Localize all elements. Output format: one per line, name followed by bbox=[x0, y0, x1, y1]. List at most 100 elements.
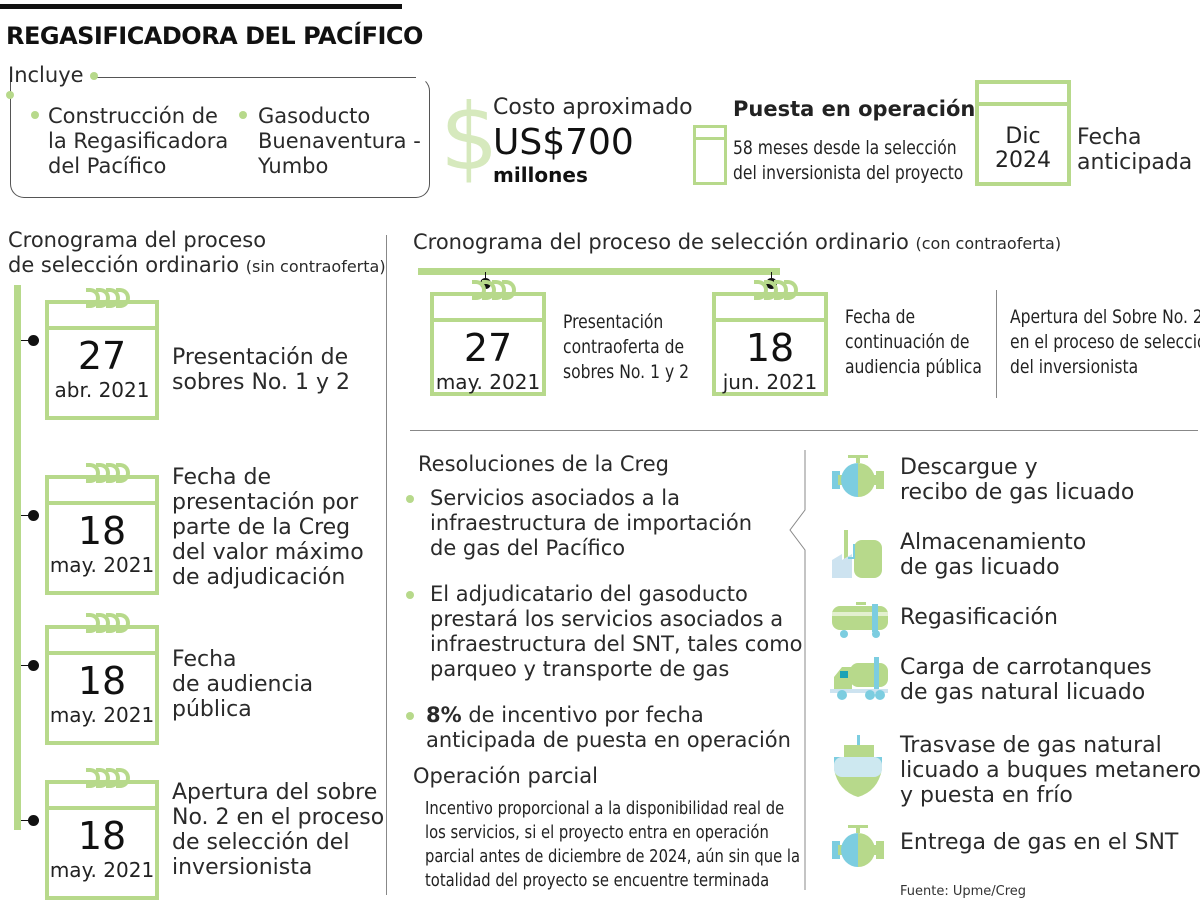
partial-text: Incentivo proporcional a la disponibilid… bbox=[425, 797, 800, 893]
bullet bbox=[31, 111, 39, 119]
month: may. 2021 bbox=[435, 370, 541, 394]
bullet bbox=[90, 72, 98, 80]
stem bbox=[21, 665, 33, 666]
line: licuado a buques metaneros bbox=[900, 758, 1200, 783]
bullet bbox=[239, 111, 247, 119]
line: parte de la Creg bbox=[172, 515, 351, 540]
line: del inversionista bbox=[1010, 356, 1139, 378]
line: Carga de carrotanques bbox=[900, 655, 1152, 680]
stem bbox=[771, 272, 772, 282]
month: may. 2021 bbox=[49, 858, 155, 882]
note: (con contraoferta) bbox=[915, 234, 1062, 253]
day: 18 bbox=[77, 814, 127, 858]
dollar-icon: $ bbox=[440, 84, 499, 191]
line: Fecha bbox=[1077, 125, 1142, 150]
line: infraestructura del SNT, tales como bbox=[430, 632, 803, 656]
top-rule bbox=[0, 4, 402, 9]
calendar: 18 may. 2021 bbox=[45, 768, 159, 900]
bullet bbox=[406, 591, 414, 599]
event-text: Presentación de sobres No. 1 y 2 bbox=[172, 345, 350, 395]
includes-item: Gasoducto Buenaventura - Yumbo bbox=[258, 104, 421, 179]
event-text: Apertura del sobre No. 2 en el proceso de … bbox=[172, 780, 384, 880]
spiral-icon bbox=[86, 288, 130, 308]
right-heading: Cronograma del proceso de selección ordi… bbox=[413, 230, 1061, 256]
year: 2024 bbox=[995, 148, 1051, 173]
line: la Regasificadora bbox=[48, 129, 229, 153]
event-text: Fecha de audiencia pública bbox=[172, 647, 313, 722]
service-text: Entrega de gas en el SNT bbox=[900, 830, 1178, 855]
heading: Cronograma del proceso de selección ordi… bbox=[413, 230, 909, 254]
valve-icon bbox=[830, 455, 886, 503]
month: abr. 2021 bbox=[54, 378, 150, 402]
resolution-item: Servicios asociados a la infraestructura … bbox=[430, 486, 752, 561]
line: audiencia pública bbox=[845, 356, 982, 378]
incentive-item: 8% de incentivo por fecha anticipada de p… bbox=[426, 703, 791, 753]
operation-title: Puesta en operación bbox=[733, 97, 976, 121]
line: Construcción de bbox=[48, 104, 218, 128]
bullet bbox=[6, 91, 14, 99]
line: 58 meses desde la selección bbox=[733, 137, 957, 159]
section-rule bbox=[410, 430, 1198, 431]
line: Buenaventura - bbox=[258, 129, 421, 153]
cost-unit: millones bbox=[493, 163, 588, 187]
line: continuación de bbox=[845, 331, 970, 353]
page-title: REGASIFICADORA DEL PACÍFICO bbox=[6, 22, 423, 50]
line: en el proceso de selección bbox=[1010, 331, 1200, 353]
service-text: Almacenamiento de gas licuado bbox=[900, 530, 1086, 580]
note: (sin contraoferta) bbox=[245, 257, 386, 276]
line: Incentivo proporcional a la disponibilid… bbox=[425, 798, 785, 819]
includes-item: Construcción de la Regasificadora del Pací… bbox=[48, 104, 228, 179]
line: Yumbo bbox=[258, 154, 329, 178]
spiral-icon bbox=[754, 280, 798, 300]
line: parqueo y transporte de gas bbox=[430, 657, 730, 681]
line: Fecha de bbox=[845, 306, 916, 328]
calendar: 27 may. 2021 bbox=[430, 280, 546, 396]
tanker-truck-icon bbox=[830, 655, 890, 705]
stem bbox=[21, 340, 33, 341]
event-text: Fecha de presentación por parte de la Creg… bbox=[172, 465, 364, 590]
bullet bbox=[406, 712, 414, 720]
line: Fecha de bbox=[172, 465, 271, 490]
storage-plant-icon bbox=[830, 530, 886, 582]
line: de selección ordinario bbox=[8, 253, 240, 277]
timeline-bar bbox=[14, 285, 21, 830]
line: El adjudicatario del gasoducto bbox=[430, 582, 748, 606]
service-text: Carga de carrotanques de gas natural licu… bbox=[900, 655, 1152, 705]
stem bbox=[21, 820, 33, 821]
calendar: 18 may. 2021 bbox=[45, 463, 159, 595]
divider bbox=[996, 290, 997, 398]
month: may. 2021 bbox=[49, 703, 155, 727]
line: presentación por bbox=[172, 490, 359, 515]
line: los servicios, si el proyecto entra en o… bbox=[425, 822, 769, 843]
calendar-icon bbox=[693, 125, 727, 185]
line: Regasificación bbox=[900, 605, 1058, 630]
day: 18 bbox=[745, 326, 795, 370]
calendar-dic-2024: Dic 2024 bbox=[975, 80, 1071, 186]
line: Almacenamiento bbox=[900, 530, 1087, 555]
calendar: 18 jun. 2021 bbox=[712, 280, 828, 396]
line: contraoferta de bbox=[563, 336, 685, 358]
line: infraestructura de importación bbox=[430, 511, 753, 535]
line: anticipada de puesta en operación bbox=[426, 728, 791, 752]
calendar: 18 may. 2021 bbox=[45, 613, 159, 745]
line: Presentación de bbox=[172, 345, 349, 370]
spiral-icon bbox=[86, 768, 130, 788]
line: de audiencia bbox=[172, 672, 314, 697]
day: 27 bbox=[463, 326, 513, 370]
line: sobres No. 1 y 2 bbox=[172, 370, 350, 395]
includes-box bbox=[10, 77, 430, 198]
line: inversionista bbox=[172, 855, 313, 880]
spiral-icon bbox=[472, 280, 516, 300]
line: Apertura del sobre bbox=[172, 780, 378, 805]
calendar: 27 abr. 2021 bbox=[45, 288, 159, 420]
line: del valor máximo bbox=[172, 540, 364, 565]
month: may. 2021 bbox=[49, 553, 155, 577]
line: de incentivo por fecha bbox=[461, 703, 704, 727]
day: 27 bbox=[77, 334, 127, 378]
extra-event-text: Apertura del Sobre No. 2 en el proceso de… bbox=[1010, 305, 1200, 380]
day: 18 bbox=[77, 509, 127, 553]
line: Gasoducto bbox=[258, 104, 371, 128]
month: Dic bbox=[1005, 124, 1041, 149]
partial-heading: Operación parcial bbox=[413, 764, 598, 788]
spiral-icon bbox=[86, 463, 130, 483]
